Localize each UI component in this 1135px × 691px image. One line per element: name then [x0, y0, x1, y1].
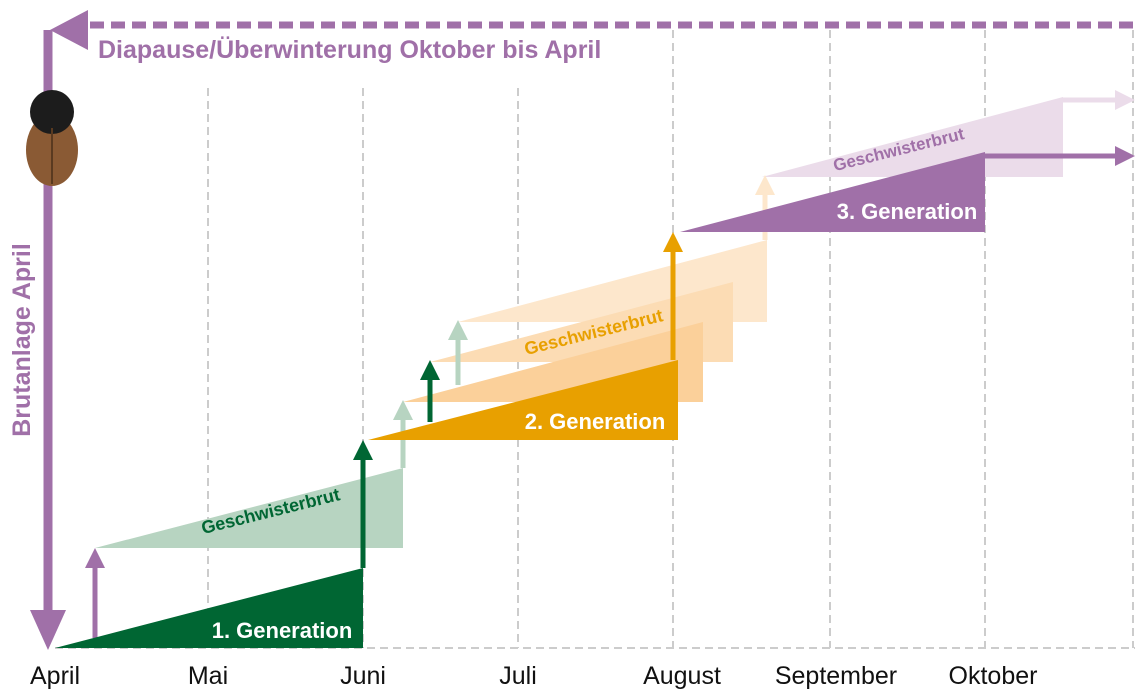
arrowhead — [50, 10, 88, 50]
generation-label: 1. Generation — [212, 618, 353, 643]
month-axis: April Mai Juni Juli August September Oktober — [30, 662, 1037, 690]
month-label: April — [30, 662, 80, 690]
top-label: Diapause/Überwinterung Oktober bis April — [98, 35, 601, 64]
generation-label: 3. Generation — [837, 199, 978, 224]
month-label: Mai — [188, 662, 228, 690]
diagram: Diapause/Überwinterung Oktober bis April… — [0, 0, 1135, 691]
beetle — [26, 90, 78, 186]
month-label: Oktober — [949, 662, 1038, 690]
arrowhead — [30, 610, 66, 650]
month-label: August — [643, 662, 721, 690]
generation-label: 2. Generation — [525, 409, 666, 434]
month-label: Juni — [340, 662, 386, 690]
side-label: Brutanlage April — [8, 243, 36, 437]
month-label: Juli — [499, 662, 537, 690]
month-label: September — [775, 662, 897, 690]
